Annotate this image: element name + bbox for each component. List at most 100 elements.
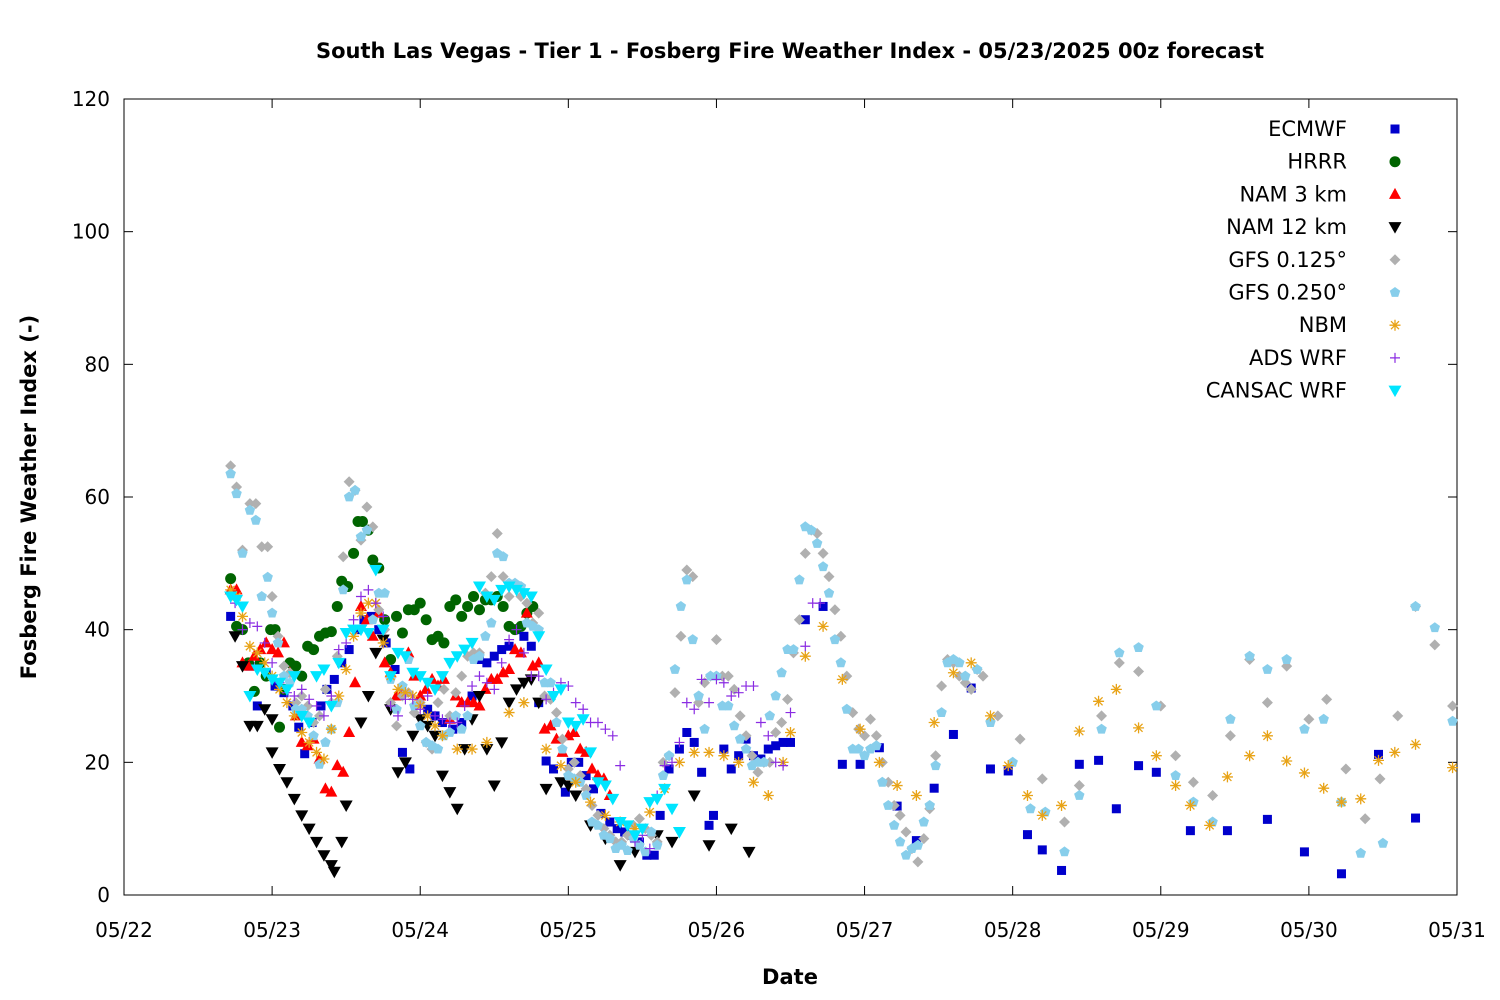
data-point	[438, 683, 450, 695]
data-point	[473, 604, 485, 616]
legend-marker	[1390, 352, 1400, 363]
data-point	[295, 735, 308, 747]
data-point	[532, 631, 546, 643]
data-point	[859, 730, 871, 742]
data-point	[704, 697, 715, 708]
data-point	[354, 624, 368, 637]
data-point	[376, 624, 390, 637]
data-point	[399, 687, 411, 699]
data-point	[799, 650, 811, 662]
data-point	[592, 717, 603, 728]
data-point	[545, 677, 556, 688]
data-point	[673, 756, 685, 768]
data-point	[541, 694, 552, 705]
data-point	[378, 656, 391, 668]
data-point	[561, 717, 575, 730]
data-point	[1150, 750, 1162, 762]
data-point	[1410, 738, 1422, 750]
data-point	[444, 727, 456, 737]
data-point	[569, 790, 583, 802]
data-point	[1355, 793, 1367, 805]
data-point	[414, 689, 427, 701]
data-point	[722, 670, 734, 682]
data-point	[502, 697, 516, 710]
data-point	[1429, 639, 1441, 651]
data-point	[948, 729, 958, 739]
data-point	[1074, 790, 1085, 800]
data-point	[1114, 647, 1125, 658]
legend-label: HRRR	[1287, 150, 1347, 174]
data-point	[1221, 771, 1233, 783]
data-point	[266, 643, 279, 655]
data-point	[267, 657, 278, 668]
data-point	[1074, 759, 1084, 769]
data-point	[489, 651, 499, 661]
data-point	[237, 547, 248, 558]
data-point	[511, 624, 522, 635]
data-point	[430, 710, 441, 721]
data-point	[871, 740, 882, 751]
data-point	[1299, 847, 1309, 857]
data-point	[1184, 799, 1196, 811]
series-6	[225, 584, 1459, 835]
data-point	[438, 637, 450, 649]
data-point	[985, 717, 996, 727]
data-point	[589, 784, 599, 794]
data-point	[497, 666, 510, 678]
data-point	[576, 714, 590, 726]
y-tick-label: 60	[85, 485, 110, 509]
data-point	[1021, 790, 1033, 801]
data-point	[823, 571, 835, 583]
data-point	[1111, 804, 1121, 814]
data-point	[763, 730, 774, 741]
data-point	[1059, 846, 1070, 857]
data-point	[1244, 650, 1255, 661]
data-point	[622, 845, 633, 855]
data-point	[287, 671, 301, 683]
data-point	[339, 627, 353, 640]
data-point	[406, 667, 420, 680]
data-point	[615, 760, 626, 771]
data-point	[270, 681, 280, 691]
data-point	[1318, 782, 1330, 794]
data-point	[665, 803, 679, 816]
data-point	[578, 704, 589, 715]
data-point	[497, 645, 507, 655]
data-point	[435, 770, 449, 783]
data-point	[520, 606, 533, 618]
data-point	[585, 796, 597, 808]
data-point	[420, 682, 433, 694]
data-point	[544, 719, 557, 731]
data-point	[657, 770, 669, 780]
data-point	[337, 765, 350, 777]
data-point	[252, 621, 263, 632]
y-tick-label: 40	[85, 618, 110, 642]
data-point	[339, 800, 353, 812]
data-point	[992, 710, 1004, 722]
y-tick-label: 100	[72, 220, 110, 244]
data-point	[817, 620, 829, 632]
data-point	[258, 704, 272, 716]
data-point	[747, 776, 759, 788]
data-point	[244, 640, 256, 652]
legend-label: NAM 12 km	[1226, 215, 1347, 239]
data-point	[310, 836, 324, 849]
data-point	[599, 809, 611, 821]
data-point	[524, 591, 538, 603]
data-point	[533, 607, 545, 619]
legend-label: NBM	[1299, 313, 1347, 337]
data-point	[390, 664, 400, 674]
data-point	[864, 713, 876, 725]
data-point	[658, 783, 672, 796]
data-point	[793, 614, 805, 626]
data-point	[450, 594, 462, 606]
data-point	[1374, 773, 1386, 785]
data-point	[930, 750, 942, 762]
data-point	[891, 780, 903, 792]
data-point	[474, 671, 485, 682]
data-point	[1093, 695, 1105, 707]
data-point	[374, 625, 384, 635]
data-point	[1321, 693, 1333, 705]
series-0	[226, 601, 1421, 879]
